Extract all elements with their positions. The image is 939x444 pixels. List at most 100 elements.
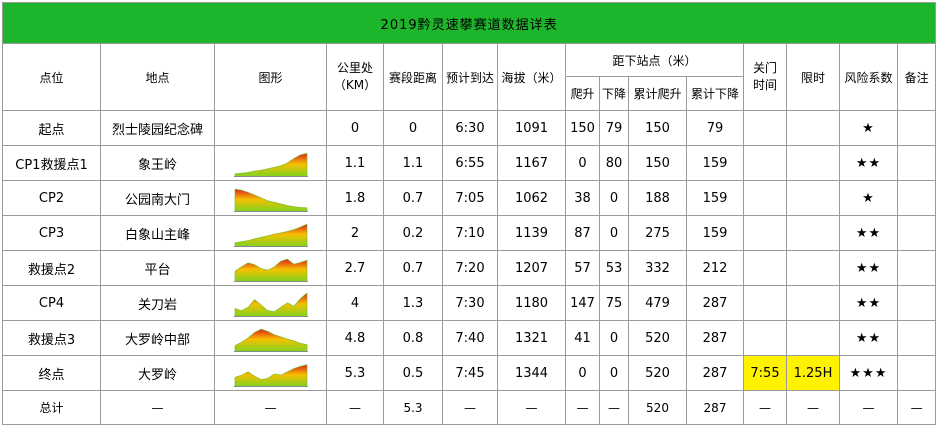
cell-limit xyxy=(786,250,840,286)
cell-point: 终点 xyxy=(2,355,101,391)
elevation-profile-thumbnail xyxy=(233,359,308,387)
cell-cum-descent: 287 xyxy=(686,285,744,321)
cell-cum-descent: 287 xyxy=(686,355,744,391)
cell-close xyxy=(743,285,787,321)
table-row: CP4 关刀岩 4 1.3 7:30 1180 147 75 479 287 ★… xyxy=(2,285,937,321)
cell-place: 烈士陵园纪念碑 xyxy=(100,110,215,146)
cell-climb: 57 xyxy=(565,250,600,286)
cell-note xyxy=(896,180,937,216)
cell-graph xyxy=(214,355,327,391)
cell-climb: 0 xyxy=(565,355,600,391)
cell-cum-climb: 150 xyxy=(628,110,687,146)
cell-climb: 147 xyxy=(565,285,600,321)
profile-area xyxy=(234,153,307,177)
header-close-line1: 关门 xyxy=(752,61,777,75)
cell-km: 2 xyxy=(326,215,384,251)
cell-limit xyxy=(786,180,840,216)
cell-point: 救援点3 xyxy=(2,320,101,356)
cell-descent: 0 xyxy=(599,320,629,356)
cell-cum-climb: 275 xyxy=(628,215,687,251)
header-segment: 赛段距离 xyxy=(383,43,443,111)
cell-eta: 7:45 xyxy=(442,355,498,391)
cell-altitude: 1321 xyxy=(497,320,566,356)
cell-cum-climb: 150 xyxy=(628,145,687,181)
cell-climb: 150 xyxy=(565,110,600,146)
cell-climb: 87 xyxy=(565,215,600,251)
total-row: 总计 — — — 5.3 — — — — 520 287 — — — — xyxy=(2,390,937,425)
cell-km: 4.8 xyxy=(326,320,384,356)
cell-climb: 0 xyxy=(565,145,600,181)
cell-altitude: 1091 xyxy=(497,110,566,146)
cell-altitude: 1167 xyxy=(497,145,566,181)
cell-cum-descent: 159 xyxy=(686,180,744,216)
cell-altitude: 1180 xyxy=(497,285,566,321)
cell-segment: 1.3 xyxy=(383,285,443,321)
cell-km: 1.1 xyxy=(326,145,384,181)
cell-segment: 1.1 xyxy=(383,145,443,181)
cell-cum-descent: 159 xyxy=(686,145,744,181)
cell-descent: 0 xyxy=(599,215,629,251)
cell-note xyxy=(896,320,937,356)
cell-risk: ★★ xyxy=(839,215,898,251)
cell-cum-descent: 287 xyxy=(686,390,744,425)
header-point: 点位 xyxy=(2,43,101,111)
header-place: 地点 xyxy=(100,43,215,111)
cell-place: 象王岭 xyxy=(100,145,215,181)
header-limit: 限时 xyxy=(786,43,840,111)
profile-area xyxy=(234,223,307,247)
elevation-profile-thumbnail xyxy=(233,289,308,317)
profile-area xyxy=(234,328,307,352)
cell-note xyxy=(896,285,937,321)
cell-descent: 75 xyxy=(599,285,629,321)
header-km-line1: 公里处 xyxy=(336,61,373,75)
cell-risk: ★★ xyxy=(839,145,898,181)
cell-risk: ★★ xyxy=(839,320,898,356)
cell-point: CP3 xyxy=(2,215,101,251)
cell-graph xyxy=(214,180,327,216)
cell-close xyxy=(743,320,787,356)
cell-point: CP4 xyxy=(2,285,101,321)
cell-close xyxy=(743,215,787,251)
cell-descent: 80 xyxy=(599,145,629,181)
cell-place: 大罗岭中部 xyxy=(100,320,215,356)
header-descent: 下降 xyxy=(599,76,629,111)
cell-point: 起点 xyxy=(2,110,101,146)
table-row: CP1救援点1 象王岭 1.1 1.1 6:55 1167 0 80 150 1… xyxy=(2,145,937,181)
cell-cum-descent: 79 xyxy=(686,110,744,146)
cell-note xyxy=(896,355,937,391)
table-row: 终点 大罗岭 5.3 0.5 7:45 1344 0 0 520 287 7:5… xyxy=(2,355,937,391)
cell-altitude: 1344 xyxy=(497,355,566,391)
table-row: 救援点2 平台 2.7 0.7 7:20 1207 57 53 332 212 … xyxy=(2,250,937,286)
header-climb: 爬升 xyxy=(565,76,600,111)
header-km: 公里处 （KM） xyxy=(326,43,384,111)
cell-climb: 41 xyxy=(565,320,600,356)
cell-point: CP2 xyxy=(2,180,101,216)
cell-cum-climb: 479 xyxy=(628,285,687,321)
cell-note: — xyxy=(896,390,937,425)
profile-area xyxy=(234,258,307,282)
cell-altitude: 1062 xyxy=(497,180,566,216)
header-risk: 风险系数 xyxy=(839,43,898,111)
cell-place: 白象山主峰 xyxy=(100,215,215,251)
profile-area xyxy=(234,292,307,317)
cell-point: CP1救援点1 xyxy=(2,145,101,181)
elevation-profile-thumbnail xyxy=(233,324,308,352)
cell-close xyxy=(743,110,787,146)
cell-cum-climb: 188 xyxy=(628,180,687,216)
cell-place: 关刀岩 xyxy=(100,285,215,321)
cell-place: 大罗岭 xyxy=(100,355,215,391)
cell-segment: 0.7 xyxy=(383,250,443,286)
cell-note xyxy=(896,250,937,286)
header-eta: 预计到达 xyxy=(442,43,498,111)
cell-risk: ★ xyxy=(839,180,898,216)
cell-note xyxy=(896,145,937,181)
cell-cum-descent: 212 xyxy=(686,250,744,286)
cell-limit: 1.25H xyxy=(786,355,840,391)
cell-segment: 5.3 xyxy=(383,390,443,425)
cell-limit xyxy=(786,320,840,356)
table-row: 救援点3 大罗岭中部 4.8 0.8 7:40 1321 41 0 520 28… xyxy=(2,320,937,356)
table-row: CP2 公园南大门 1.8 0.7 7:05 1062 38 0 188 159… xyxy=(2,180,937,216)
cell-risk: ★★ xyxy=(839,285,898,321)
cell-km: 0 xyxy=(326,110,384,146)
